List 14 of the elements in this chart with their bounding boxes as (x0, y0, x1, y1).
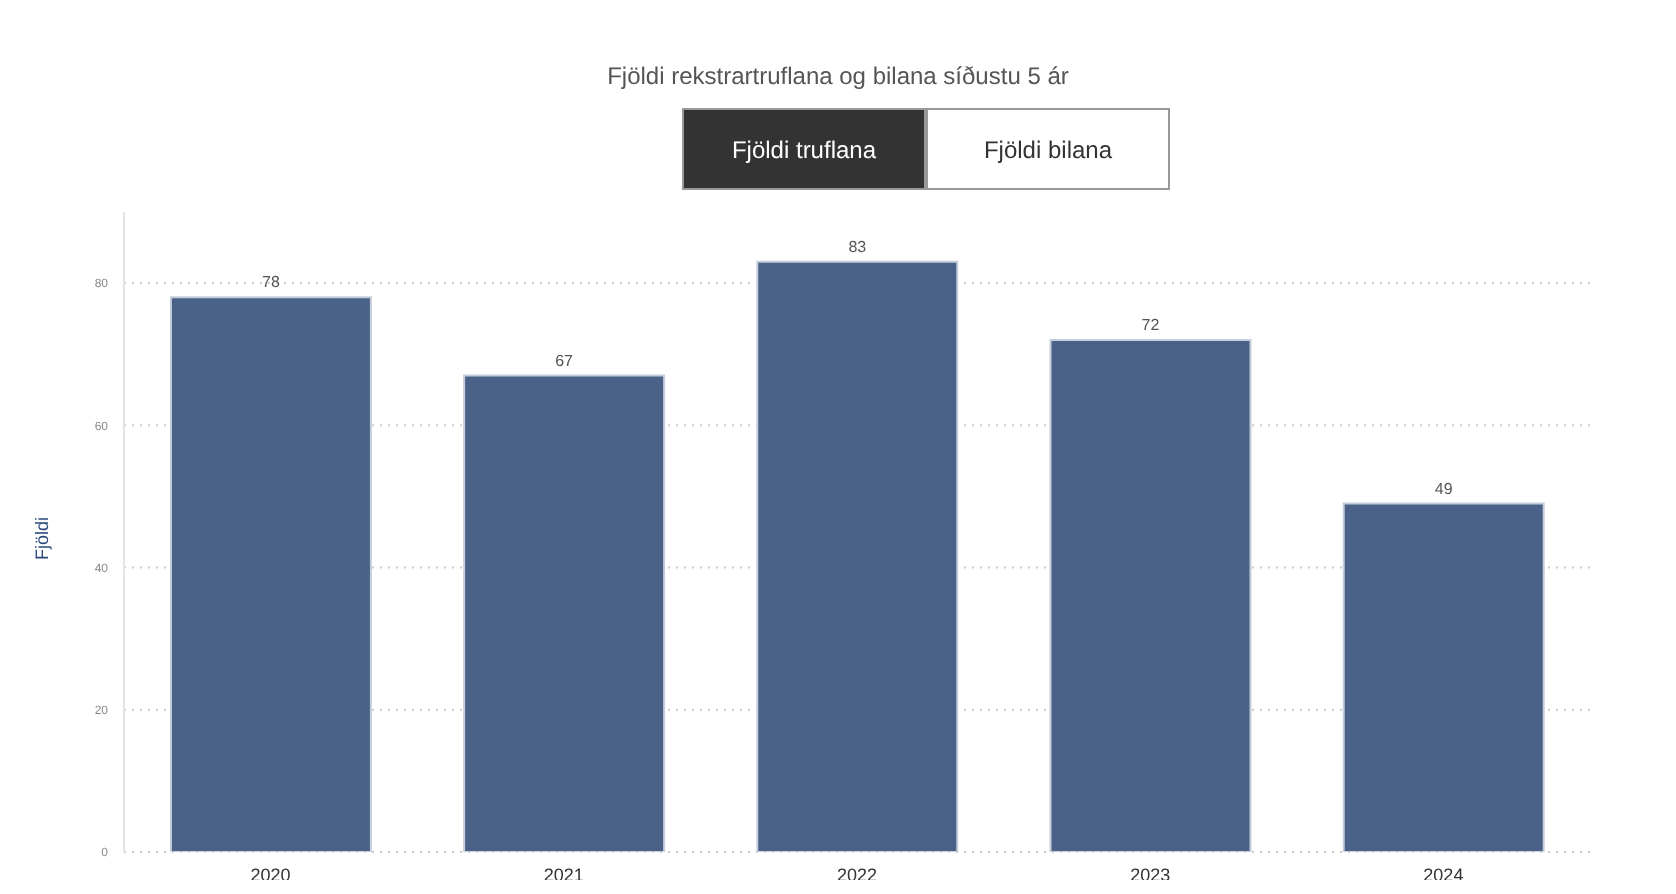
toggle-button[interactable]: Fjöldi bilana (926, 108, 1170, 190)
y-axis-title: Fjöldi (32, 516, 53, 560)
bar (169, 296, 372, 852)
data-label: 49 (1434, 479, 1454, 498)
data-label: 83 (848, 237, 868, 256)
bar (1049, 339, 1252, 852)
data-label: 78 (262, 273, 281, 292)
bar (756, 260, 959, 852)
bar (463, 374, 666, 852)
selected-toggle-button[interactable]: Fjöldi truflana (682, 108, 926, 190)
bar (1342, 502, 1545, 852)
chart-title: Fjöldi rekstrartruflana og bilana síðustu 5 ár (605, 62, 1071, 90)
data-label: 72 (1141, 316, 1161, 334)
data-label: 67 (555, 351, 575, 370)
